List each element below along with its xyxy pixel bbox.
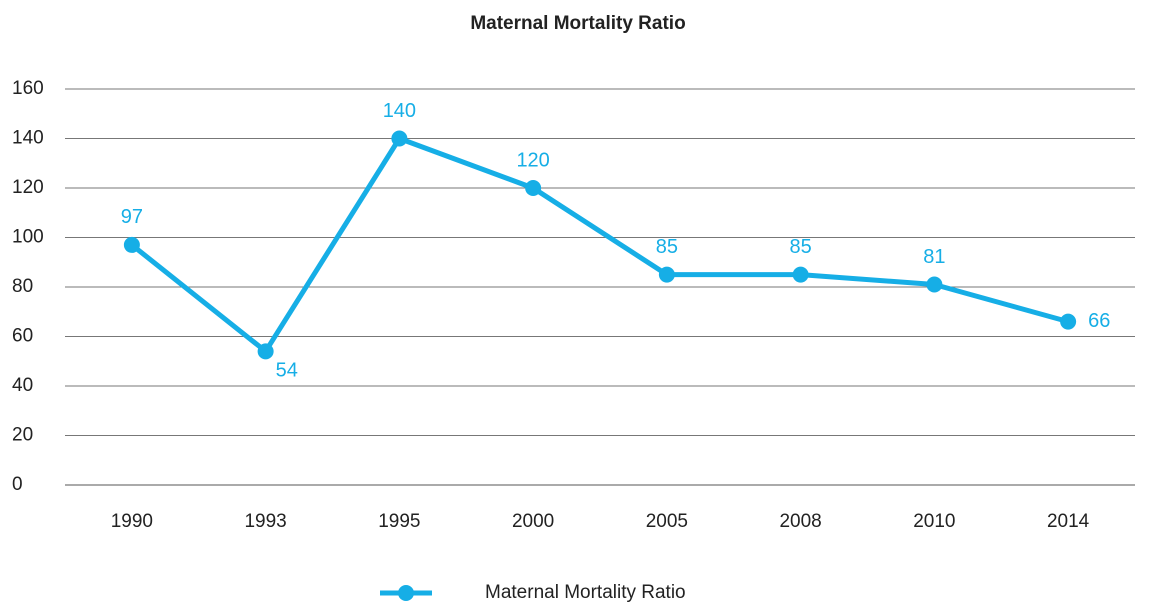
data-point	[123, 236, 140, 253]
data-point	[926, 276, 943, 293]
y-tick-label: 20	[12, 425, 33, 446]
x-tick-label: 1995	[378, 511, 420, 532]
legend-marker	[398, 585, 414, 601]
x-tick-label: 2014	[1047, 511, 1090, 532]
x-tick-label: 2008	[779, 511, 821, 532]
y-tick-label: 120	[12, 177, 44, 198]
y-tick-label: 40	[12, 375, 33, 396]
x-tick-label: 2010	[913, 511, 955, 532]
data-label: 81	[923, 246, 945, 268]
data-label: 120	[516, 149, 549, 171]
data-point	[658, 266, 675, 283]
data-point	[257, 343, 274, 360]
data-label: 66	[1088, 310, 1110, 332]
data-point	[525, 180, 542, 196]
data-line	[130, 136, 1069, 354]
y-tick-label: 140	[12, 128, 44, 149]
y-tick-label: 80	[12, 276, 33, 297]
data-label: 140	[383, 100, 416, 122]
data-label: 85	[656, 236, 678, 258]
data-point	[1060, 313, 1077, 330]
x-tick-label: 1990	[111, 511, 153, 532]
legend-label: Maternal Mortality Ratio	[485, 582, 686, 603]
data-label: 97	[121, 206, 143, 228]
x-tick-label: 1993	[244, 511, 286, 532]
x-tick-label: 2005	[646, 511, 688, 532]
data-point	[792, 266, 809, 283]
y-tick-label: 60	[12, 326, 33, 347]
x-tick-label: 2000	[512, 511, 554, 532]
data-point	[391, 130, 408, 147]
data-label: 85	[790, 236, 812, 258]
y-tick-label: 160	[12, 78, 44, 99]
y-tick-label: 0	[12, 474, 23, 495]
y-tick-label: 100	[12, 227, 44, 248]
data-label: 54	[276, 360, 298, 382]
chart-title: Maternal Mortality Ratio	[470, 13, 685, 34]
